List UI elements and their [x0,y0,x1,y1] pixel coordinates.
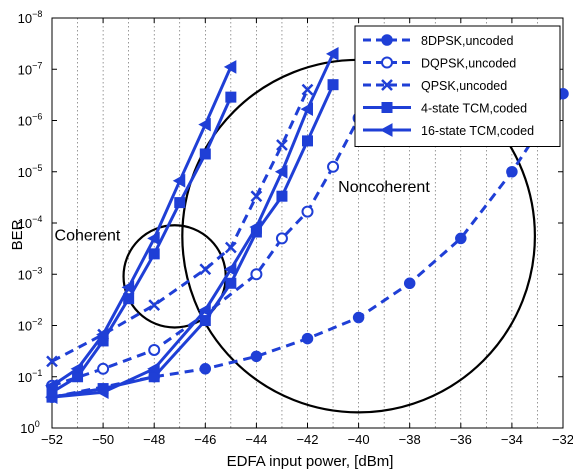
point-x [224,241,237,254]
x-tick-label: −32 [552,432,573,447]
point-triangle [121,280,135,295]
x-tick-label: −44 [245,432,267,447]
point-square [148,248,160,260]
legend-label: 4-state TCM,coded [421,102,527,116]
x-tick-label: −38 [399,432,421,447]
point-circle-open [381,56,393,69]
point-circle-filled [455,232,467,245]
legend-item: 8DPSK,uncoded [363,34,513,48]
x-tick-label: −46 [194,432,216,447]
point-square [327,79,339,91]
legend-label: QPSK,uncoded [421,79,507,93]
series-16-state-tcm-coded [44,46,339,404]
point-triangle [198,303,211,317]
legend-label: DQPSK,uncoded [421,57,516,71]
legend: 8DPSK,uncoded DQPSK,uncoded QPSK,uncoded 4-… [354,25,561,147]
point-x [46,355,58,368]
point-triangle [379,123,393,137]
point-circle-open [327,160,340,173]
y-tick-label: 10−7 [18,60,43,77]
point-circle-open [97,362,110,375]
point-triangle [326,46,339,61]
point-square [225,277,237,289]
point-triangle [249,220,262,234]
point-triangle [147,361,160,376]
tick-labels: −52 −50 −48 −46 −44 −42 −40 −38 −36 −34 −32 100 10−1… [18,9,573,447]
y-tick-label: 100 [20,419,39,436]
y-tick-label: 10−5 [18,163,43,180]
point-triangle [172,173,186,188]
point-triangle [147,231,160,246]
x-tick-label: −36 [450,432,472,447]
point-circle-open [301,205,314,218]
point-circle-filled [403,277,416,290]
legend-label: 16-state TCM,coded [421,124,534,138]
legend-item: DQPSK,uncoded [363,56,516,71]
x-tick-label: −48 [143,432,165,447]
point-circle-open [148,343,161,356]
point-square [199,148,211,160]
legend-item: 4-state TCM,coded [363,102,527,116]
y-axis-label: BER [9,219,26,250]
point-x [250,190,263,203]
legend-item: 16-state TCM,coded [363,123,534,138]
point-square [276,190,288,202]
point-triangle [223,60,237,74]
series-line [51,96,233,394]
point-triangle [274,164,288,179]
x-tick-label: −40 [348,432,370,447]
point-triangle [198,117,211,132]
annotations: Coherent Noncoherent [55,179,431,244]
y-tick-label: 10−3 [18,265,43,282]
point-circle-filled [352,311,365,324]
point-x [381,79,393,91]
point-x [199,263,212,276]
x-tick-label: −50 [92,432,114,447]
annotation-label: Noncoherent [338,179,430,196]
point-square [381,102,393,113]
point-triangle [44,378,58,393]
legend-label: 8DPSK,uncoded [421,34,513,48]
point-circle-filled [199,363,212,375]
point-circle-filled [381,34,393,46]
point-triangle [96,327,109,342]
x-tick-label: −34 [501,432,523,447]
point-triangle [300,102,313,116]
point-square [302,135,313,147]
x-tick-label: −42 [296,432,318,447]
point-circle-open [250,268,263,281]
y-tick-label: 10−8 [18,9,43,26]
x-tick-label: −52 [41,432,63,447]
series-line [51,92,565,399]
legend-item: QPSK,uncoded [363,79,507,93]
annotation-label: Coherent [55,228,121,245]
point-square [174,197,186,209]
y-tick-label: 10−1 [18,368,43,385]
series-line [51,66,233,388]
point-circle-filled [506,166,518,178]
point-triangle [96,385,109,400]
series-line [51,63,386,388]
point-square [225,91,237,103]
point-x [301,83,314,96]
point-x [276,139,288,151]
y-tick-label: 10−4 [18,214,43,231]
point-triangle [223,262,237,277]
point-x [148,299,161,311]
series-group [44,46,569,404]
point-square [199,315,211,327]
point-circle-filled [301,332,314,345]
point-triangle [70,361,84,376]
series-curve-6 [44,60,237,393]
y-tick-label: 10−2 [18,317,43,334]
series-curve-5 [46,91,237,398]
point-circle-filled [250,350,263,363]
point-circle-open [275,232,288,245]
y-tick-label: 10−6 [18,112,43,129]
x-axis-label: EDFA input power, [dBm] [227,453,394,470]
